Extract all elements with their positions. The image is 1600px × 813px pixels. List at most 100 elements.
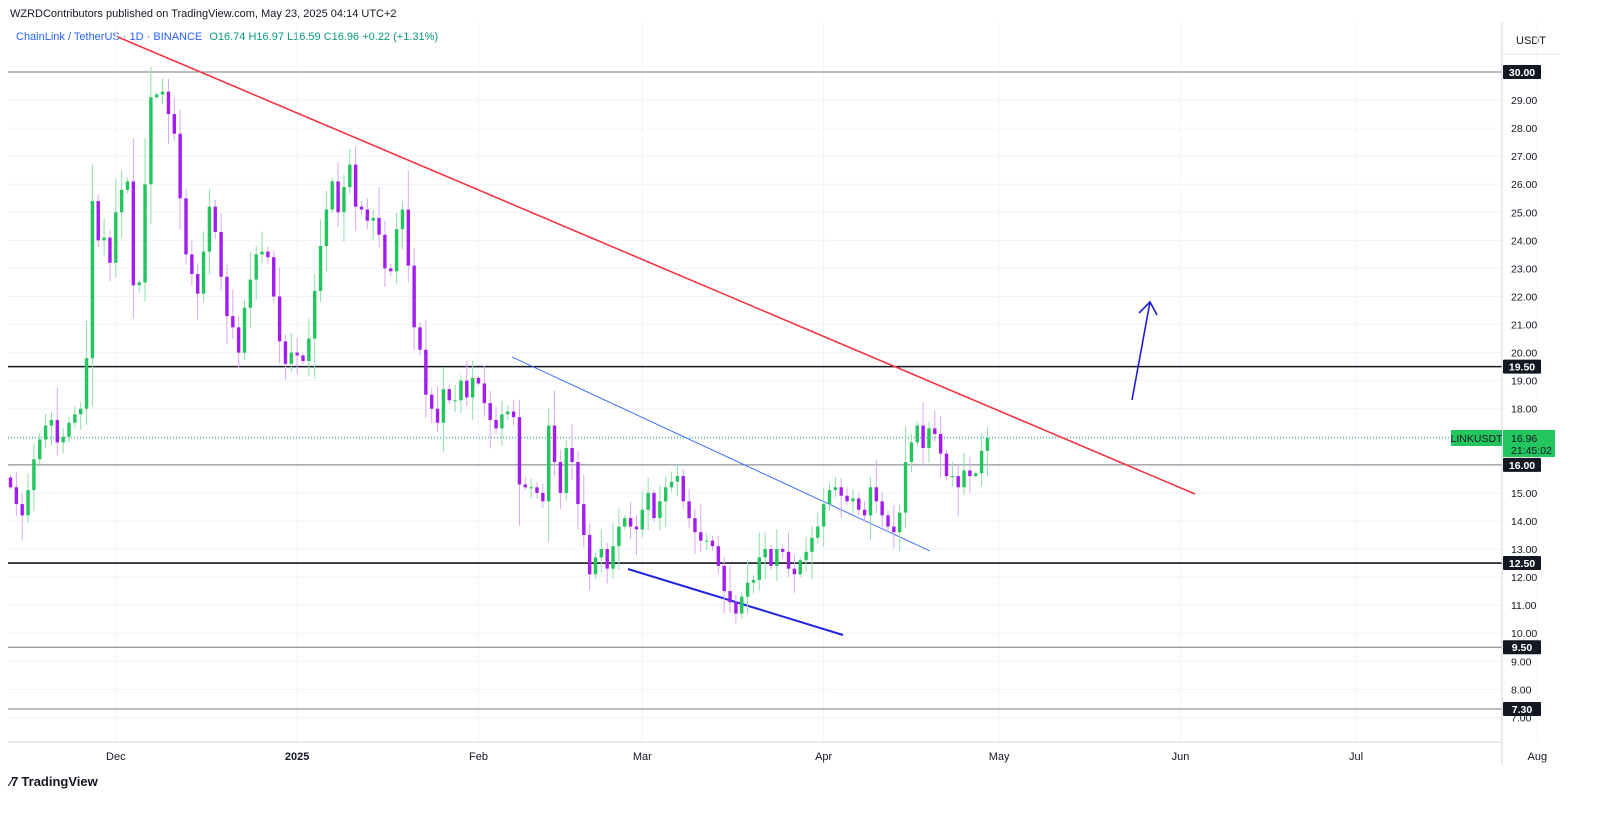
- candle-body: [962, 470, 966, 488]
- symbol-title[interactable]: ChainLink / TetherUS · 1D · BINANCE: [16, 31, 203, 43]
- current-price-marker: LINKUSDT 16.96 21:45:02: [1451, 430, 1555, 457]
- candle-body: [757, 557, 761, 580]
- candle-body: [32, 459, 36, 491]
- candle-body: [816, 526, 820, 538]
- price-tick-label: 21.00: [1511, 320, 1537, 332]
- level-label: 30.00: [1509, 67, 1535, 79]
- candle-body: [821, 504, 826, 527]
- candle-body: [903, 462, 908, 513]
- candle-body: [225, 276, 229, 317]
- candle-body: [968, 470, 972, 477]
- symbol-tag-bg: [1451, 430, 1502, 446]
- candle-body: [260, 251, 264, 255]
- candle-body: [342, 187, 346, 213]
- candle-body: [517, 417, 522, 485]
- price-tick-label: 10.00: [1511, 628, 1537, 640]
- candle-body: [353, 164, 358, 207]
- price-tick-label: 8.00: [1511, 684, 1532, 696]
- candle-body: [640, 509, 644, 530]
- candle-body: [798, 560, 802, 575]
- candle-body: [307, 338, 311, 362]
- candle-body: [617, 526, 621, 547]
- upper-channel-line[interactable]: [511, 356, 931, 552]
- candle-body: [453, 400, 457, 402]
- candle-body: [506, 411, 510, 415]
- ohlc-values: O16.74 H16.97 L16.59 C16.96 +0.22 (+1.31…: [209, 31, 439, 43]
- candle-body: [447, 389, 451, 401]
- candle-body: [646, 492, 650, 510]
- currency-selector[interactable]: USDT: [1516, 35, 1546, 47]
- candle-body: [886, 515, 890, 527]
- candle-body: [547, 425, 551, 502]
- tradingview-logo[interactable]: ⁄7 TradingView: [10, 774, 98, 789]
- time-tick-label: Dec: [106, 751, 126, 763]
- candle-body: [792, 568, 797, 575]
- candle-body: [775, 549, 779, 566]
- candle-body: [178, 133, 182, 199]
- candle-body: [365, 209, 370, 221]
- time-tick-label: Jun: [1172, 751, 1190, 763]
- candle-body: [119, 189, 124, 213]
- price-axis[interactable]: 7.008.009.0010.0011.0012.0013.0014.0015.…: [1511, 95, 1537, 724]
- price-tick-label: 9.00: [1511, 656, 1532, 668]
- candle-body: [921, 425, 925, 449]
- candle-body: [658, 501, 662, 519]
- candle-body: [196, 274, 200, 294]
- candle-body: [716, 546, 721, 566]
- breakout-arrow-shaft[interactable]: [1131, 301, 1151, 401]
- time-tick-label: Aug: [1528, 751, 1548, 763]
- red-descending-trendline[interactable]: [117, 36, 1196, 495]
- candle-body: [213, 206, 217, 232]
- candle-body: [833, 487, 838, 491]
- level-label-bg: [1503, 640, 1541, 655]
- candle-body: [693, 518, 697, 533]
- candle-body: [734, 602, 738, 614]
- candle-body: [190, 254, 194, 275]
- candle-body: [488, 403, 492, 420]
- price-tick-label: 15.00: [1511, 488, 1537, 500]
- candle-body: [944, 453, 949, 477]
- countdown-tag: 21:45:02: [1511, 445, 1552, 457]
- candle-body: [348, 164, 352, 188]
- candle-body: [90, 201, 95, 359]
- candle-body: [137, 282, 141, 286]
- candle-body: [324, 209, 329, 246]
- candle-body: [500, 414, 504, 429]
- candle-body: [874, 487, 878, 502]
- level-label: 9.50: [1512, 642, 1533, 654]
- candle-body: [950, 476, 955, 478]
- candle-body: [406, 209, 410, 266]
- candle-body: [623, 518, 627, 527]
- candle-body: [389, 268, 393, 272]
- candle-body: [61, 436, 65, 443]
- candle-body: [219, 231, 223, 277]
- candle-body: [207, 206, 212, 252]
- candle-body: [845, 495, 849, 502]
- candle-body: [435, 408, 440, 423]
- level-label-bg: [1503, 457, 1541, 472]
- candle-body: [681, 476, 685, 502]
- candle-body: [541, 492, 545, 502]
- candle-body: [272, 257, 276, 297]
- candle-body: [38, 439, 42, 460]
- candle-body: [628, 518, 633, 527]
- candle-body: [254, 254, 258, 280]
- level-label: 12.50: [1509, 558, 1535, 570]
- candle-body: [424, 349, 428, 395]
- time-tick-label: Jul: [1349, 751, 1363, 763]
- time-axis[interactable]: Dec 2025 Feb Mar Apr May Jun Jul Aug: [106, 751, 1547, 763]
- breakout-arrow-head[interactable]: [1138, 300, 1158, 316]
- candle-body: [898, 512, 902, 533]
- candle-body: [699, 532, 703, 541]
- price-tick-label: 28.00: [1511, 123, 1537, 135]
- candle-body: [722, 565, 726, 592]
- candle-body: [248, 279, 253, 308]
- candle-body: [108, 237, 112, 263]
- candle-body: [664, 487, 668, 502]
- candle-body: [523, 484, 527, 488]
- candle-body: [763, 549, 767, 558]
- candle-body: [605, 549, 609, 569]
- level-label-bg: [1503, 556, 1541, 571]
- candle-body: [652, 492, 656, 519]
